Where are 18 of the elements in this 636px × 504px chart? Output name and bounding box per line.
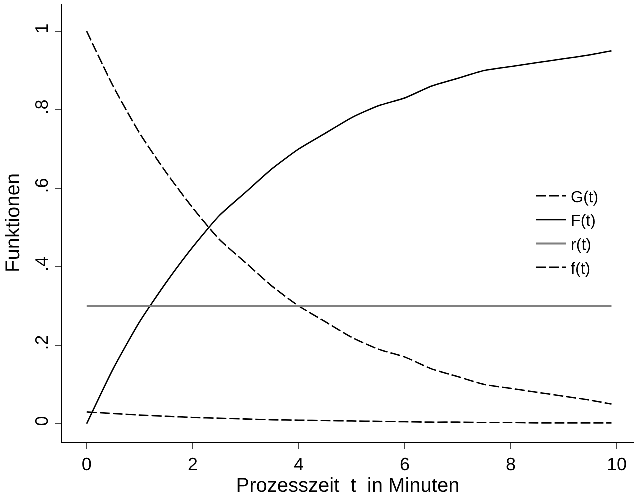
x-axis-title: Prozesszeit t in Minuten bbox=[236, 475, 460, 498]
x-tick-label: 2 bbox=[188, 454, 198, 475]
x-tick-label: 4 bbox=[294, 454, 304, 475]
y-tick-label: 0 bbox=[32, 416, 52, 426]
y-tick-label: .2 bbox=[32, 335, 52, 350]
y-tick-label: .8 bbox=[32, 100, 52, 115]
x-tick-label: 0 bbox=[82, 454, 92, 475]
legend-label: G(t) bbox=[571, 189, 599, 206]
legend-label: F(t) bbox=[571, 213, 596, 230]
x-tick-label: 8 bbox=[506, 454, 516, 475]
y-tick-label: .4 bbox=[32, 256, 52, 272]
y-axis-title: Funktionen bbox=[2, 174, 24, 272]
x-tick-label: 6 bbox=[400, 454, 410, 475]
y-tick-label: .6 bbox=[32, 178, 52, 194]
legend-label: f(t) bbox=[571, 260, 591, 278]
x-tick-label: 10 bbox=[607, 454, 628, 475]
legend-label: r(t) bbox=[571, 236, 592, 254]
y-tick-label: 1 bbox=[32, 24, 52, 34]
